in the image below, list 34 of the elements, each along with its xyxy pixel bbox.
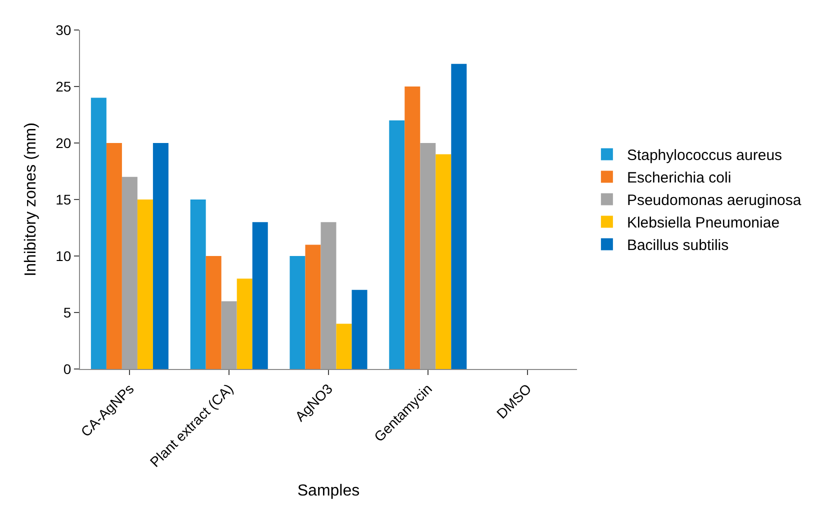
bar xyxy=(320,222,336,369)
bar xyxy=(389,120,405,369)
y-tick-label: 30 xyxy=(56,22,72,38)
legend-label: Staphylococcus aureus xyxy=(626,147,782,164)
bar xyxy=(336,324,352,369)
bar xyxy=(190,200,206,369)
bar xyxy=(436,154,452,369)
bar xyxy=(252,222,268,369)
y-tick-label: 0 xyxy=(63,360,72,377)
x-axis-title: Samples xyxy=(297,482,360,500)
bar xyxy=(152,143,168,369)
legend-label: Bacillus subtilis xyxy=(626,237,729,254)
bar xyxy=(420,143,436,369)
bar xyxy=(404,86,420,369)
y-tick-label: 15 xyxy=(56,191,72,208)
bar xyxy=(206,256,222,369)
bar xyxy=(137,200,153,369)
bar xyxy=(90,98,106,369)
bar xyxy=(305,244,321,369)
legend-label: Escherichia coli xyxy=(626,170,732,187)
bar xyxy=(451,64,467,369)
y-tick-label: 5 xyxy=(63,304,72,320)
bar xyxy=(352,290,368,369)
y-tick-label: 10 xyxy=(56,248,72,264)
y-tick-label: 25 xyxy=(56,78,72,94)
y-tick-label: 20 xyxy=(56,134,72,151)
bar xyxy=(221,301,237,369)
bar xyxy=(236,278,252,369)
legend-label: Pseudomonas aeruginosa xyxy=(626,192,802,210)
bar xyxy=(290,256,306,369)
bar xyxy=(106,143,122,369)
y-axis-title: Inhibitory zones (mm) xyxy=(22,122,40,276)
bar xyxy=(122,176,138,369)
legend-label: Klebsiella Pneumoniae xyxy=(626,214,780,232)
